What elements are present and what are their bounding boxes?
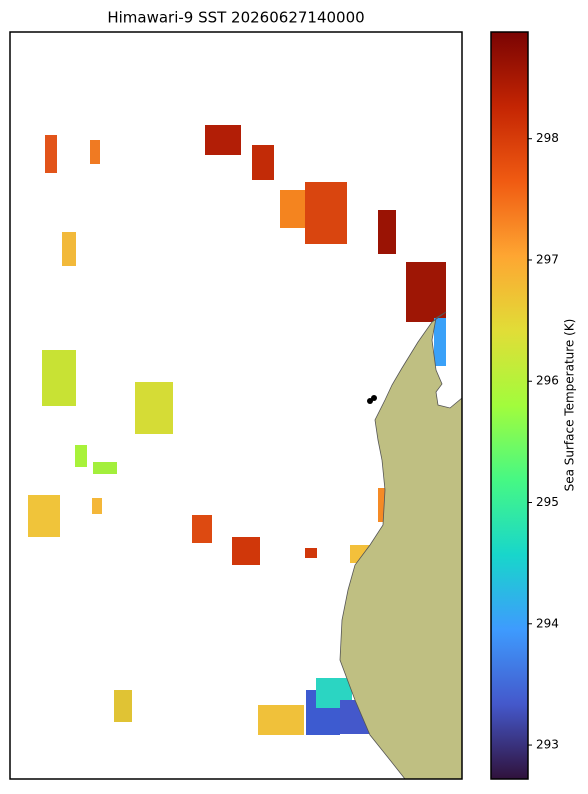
chart-title: Himawari-9 SST 20260627140000 — [107, 9, 364, 27]
sst-patches — [28, 125, 446, 735]
marker — [367, 398, 373, 404]
colorbar-tick-label: 297 — [536, 252, 559, 266]
colorbar-tick-label: 298 — [536, 131, 559, 145]
colorbar-tick-label: 293 — [536, 738, 559, 752]
map-layer — [28, 125, 462, 779]
colorbar-tick-label: 295 — [536, 495, 559, 509]
colorbar-tick-label: 294 — [536, 616, 559, 630]
map-frame — [9, 31, 463, 780]
colorbar — [490, 31, 529, 780]
colorbar-tick-label: 296 — [536, 374, 559, 388]
colorbar-label: Sea Surface Temperature (K) — [563, 319, 577, 492]
land — [339, 311, 462, 779]
